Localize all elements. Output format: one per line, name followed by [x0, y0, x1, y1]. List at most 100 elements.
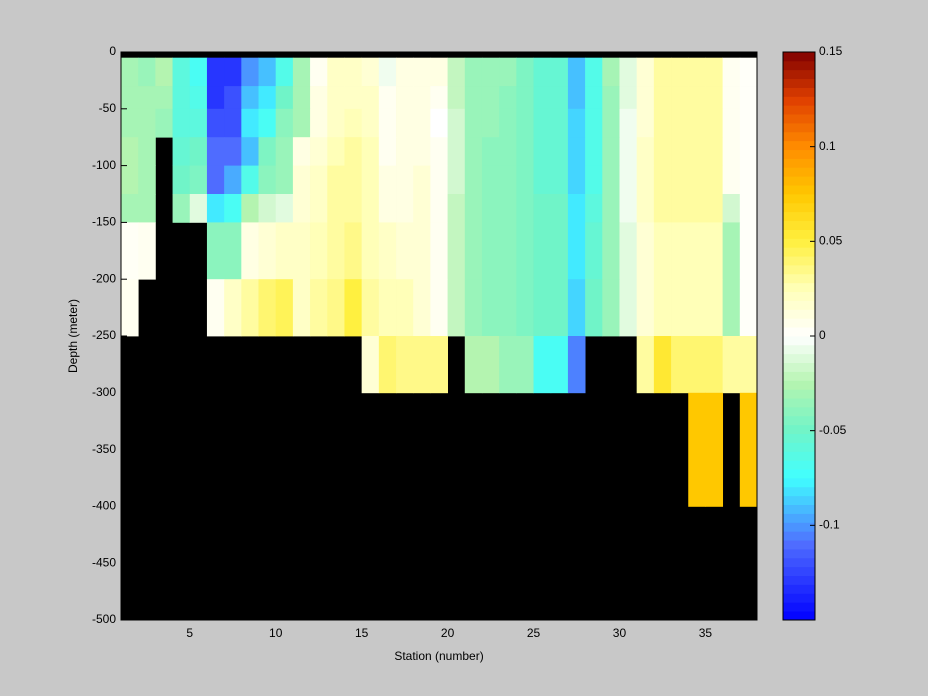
heatmap-cell — [722, 336, 741, 394]
heatmap-cell — [688, 86, 706, 110]
heatmap-cell — [275, 165, 294, 195]
heatmap-cell — [671, 194, 689, 223]
heatmap-cell — [378, 222, 397, 280]
heatmap-cell — [705, 57, 724, 87]
colorbar-swatch — [783, 442, 815, 452]
heatmap-cell — [224, 86, 242, 110]
heatmap-cell — [722, 86, 741, 110]
colorbar-swatch — [783, 584, 815, 594]
colorbar-swatch — [783, 557, 815, 568]
heatmap-cell — [275, 137, 294, 166]
heatmap-cell — [619, 165, 638, 195]
heatmap-cell — [653, 137, 672, 166]
heatmap-cell — [516, 279, 534, 337]
heatmap-cell — [671, 165, 689, 195]
heatmap-cell — [653, 194, 672, 223]
colorbar-swatch — [783, 433, 815, 443]
heatmap-cell — [447, 279, 466, 337]
heatmap-cell — [585, 86, 603, 110]
heatmap-cell — [516, 194, 534, 223]
heatmap-cell — [396, 137, 414, 166]
heatmap-cell — [499, 137, 517, 166]
colorbar-swatch — [783, 309, 815, 319]
heatmap-cell — [172, 108, 191, 138]
heatmap-cell — [275, 57, 294, 87]
colorbar-swatch — [783, 336, 815, 346]
heatmap-cell — [481, 165, 500, 195]
heatmap-cell — [121, 222, 139, 280]
colorbar-swatch — [783, 149, 815, 159]
heatmap-cell — [327, 222, 345, 280]
heatmap-cell — [739, 57, 758, 87]
heatmap-cell — [327, 165, 345, 195]
heatmap-cell — [464, 336, 483, 394]
heatmap-cell — [138, 194, 156, 223]
heatmap-cell — [258, 108, 277, 138]
heatmap-cell — [602, 165, 620, 195]
heatmap-cell — [636, 86, 655, 110]
heatmap-cell — [224, 137, 242, 166]
heatmap-cell — [636, 279, 655, 337]
heatmap-cell — [636, 137, 655, 166]
heatmap-cell — [447, 222, 466, 280]
heatmap-cell — [705, 86, 724, 110]
heatmap-cell — [533, 86, 552, 110]
colorbar-swatch — [783, 522, 815, 532]
heatmap-cell — [430, 279, 448, 337]
heatmap-cell — [464, 222, 483, 280]
heatmap-cell — [464, 137, 483, 166]
heatmap-cell — [602, 222, 620, 280]
heatmap-cell — [344, 57, 363, 87]
heatmap-cell — [481, 279, 500, 337]
heatmap-cell — [396, 194, 414, 223]
heatmap-cell — [361, 86, 380, 110]
heatmap-cell — [361, 194, 380, 223]
heatmap-cell — [705, 137, 724, 166]
heatmap-cell — [619, 86, 638, 110]
heatmap-cell — [619, 137, 638, 166]
heatmap-cell — [705, 222, 724, 280]
heatmap-cell — [447, 137, 466, 166]
heatmap-cell — [481, 137, 500, 166]
heatmap-cell — [224, 165, 242, 195]
heatmap-cell — [292, 165, 311, 195]
heatmap-cell — [636, 108, 655, 138]
heatmap-cell — [206, 137, 225, 166]
heatmap-cell — [361, 336, 380, 394]
heatmap-cell — [516, 222, 534, 280]
colorbar-swatch — [783, 69, 815, 80]
heatmap-cell — [258, 137, 277, 166]
heatmap-cell — [636, 336, 655, 394]
heatmap-cell — [206, 165, 225, 195]
heatmap-cell — [447, 165, 466, 195]
heatmap-cell — [619, 279, 638, 337]
heatmap-cell — [481, 86, 500, 110]
heatmap-cell — [464, 108, 483, 138]
colorbar-swatch — [783, 211, 815, 222]
heatmap-cell — [155, 108, 173, 138]
heatmap-cell — [310, 165, 328, 195]
colorbar-swatch — [783, 220, 815, 230]
colorbar-tick-label: -0.05 — [819, 423, 847, 437]
heatmap-cell — [481, 57, 500, 87]
heatmap-cell — [344, 137, 363, 166]
heatmap-cell — [550, 165, 569, 195]
heatmap-cell — [671, 222, 689, 280]
heatmap-cell — [722, 194, 741, 223]
colorbar-swatch — [783, 78, 815, 88]
colorbar-swatch — [783, 353, 815, 364]
heatmap-cell — [224, 194, 242, 223]
heatmap-cell — [688, 137, 706, 166]
heatmap-cell — [516, 86, 534, 110]
x-tick-label: 20 — [441, 626, 455, 640]
heatmap-cell — [671, 336, 689, 394]
heatmap-cell — [189, 137, 208, 166]
heatmap-cell — [413, 86, 431, 110]
heatmap-cell — [206, 108, 225, 138]
heatmap-cell — [516, 57, 534, 87]
heatmap-cell — [224, 222, 242, 280]
colorbar-swatch — [783, 185, 815, 195]
heatmap-cell — [258, 165, 277, 195]
heatmap-cell — [241, 137, 259, 166]
